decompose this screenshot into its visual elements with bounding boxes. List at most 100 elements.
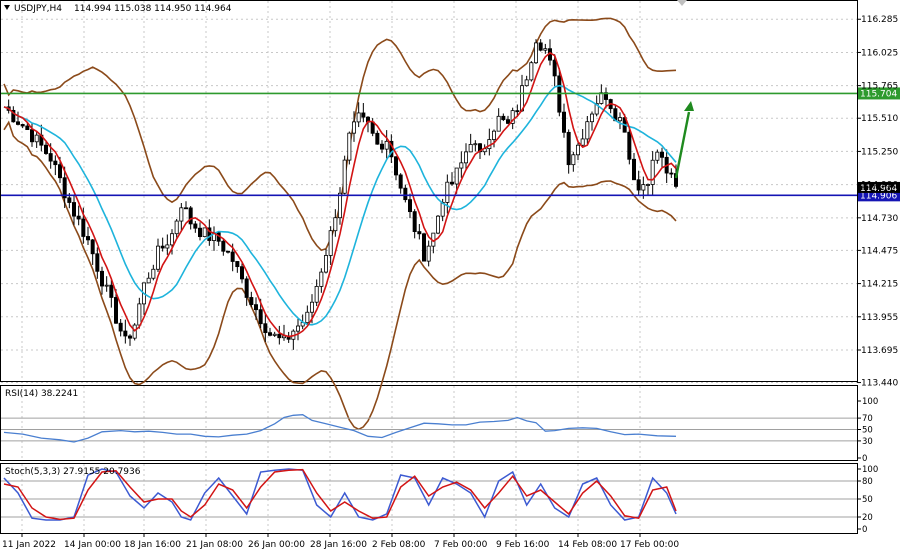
candle-body <box>29 129 34 143</box>
rsi-tick-label: 70 <box>862 414 873 424</box>
candle-body <box>473 143 478 146</box>
rsi-tick-label: 50 <box>862 426 873 436</box>
price-tick-label: 113.440 <box>861 379 898 389</box>
candle-body <box>123 330 128 337</box>
candle-body <box>580 138 585 146</box>
candle-body <box>239 266 244 280</box>
price-tick-label: 115.510 <box>861 114 898 124</box>
candle-body <box>165 244 170 249</box>
candle-body <box>463 151 468 164</box>
candle-body <box>20 124 25 127</box>
candle-body <box>305 311 310 324</box>
price-tick-label: 114.475 <box>861 246 898 256</box>
candle-body <box>576 144 581 156</box>
price-tick-label: 115.765 <box>861 82 898 92</box>
rsi-tick-label: 30 <box>862 437 873 447</box>
price-level-label: 114.906 <box>860 191 897 201</box>
time-tick-label: 9 Feb 16:00 <box>496 540 550 550</box>
price-tick-label: 114.215 <box>861 280 898 290</box>
candle-body <box>114 297 119 324</box>
candle-body <box>552 59 557 77</box>
candle-body <box>351 121 356 134</box>
candle-body <box>267 332 272 336</box>
candle-body <box>571 154 576 166</box>
current-price-badge <box>858 181 900 193</box>
candle-body <box>323 255 328 273</box>
candle-body <box>669 172 674 175</box>
candle-body <box>594 103 599 115</box>
candle-body <box>244 278 249 298</box>
current-price-label: 114.964 <box>860 184 897 194</box>
stoch-signal-line <box>3 468 677 521</box>
time-tick-label: 28 Jan 16:00 <box>310 540 367 550</box>
candle-body <box>435 215 440 234</box>
candle-body <box>193 223 198 229</box>
candle-body <box>627 131 632 160</box>
candle-body <box>347 132 352 161</box>
candle-body <box>146 277 151 284</box>
candle-body <box>202 227 207 238</box>
stoch-tick-label: 100 <box>862 465 878 475</box>
candle-body <box>207 227 212 241</box>
candle-body <box>263 323 268 334</box>
candle-body <box>618 117 623 122</box>
price-level-label: 115.704 <box>860 89 897 99</box>
candle-body <box>253 304 258 311</box>
candle-body <box>137 303 142 326</box>
candles <box>6 39 679 350</box>
candle-body <box>53 160 58 166</box>
rsi-tick-label: 100 <box>862 397 878 407</box>
candle-body <box>337 192 342 219</box>
axis-labels: 116.285 116.025 115.765 115.510 115.250 114.9… <box>2 15 898 550</box>
collapse-triangle-icon[interactable] <box>4 5 10 10</box>
candle-body <box>449 181 454 185</box>
time-tick-label: 18 Jan 16:00 <box>124 540 181 550</box>
price-tick-label: 115.250 <box>861 147 898 157</box>
candle-body <box>445 181 450 203</box>
candle-body <box>599 92 604 104</box>
candle-body <box>169 233 174 246</box>
candle-body <box>356 112 361 123</box>
ma-fast-line <box>3 51 677 338</box>
candle-body <box>328 230 333 256</box>
shift-marker-icon[interactable] <box>677 0 687 6</box>
candle-body <box>534 42 539 64</box>
candle-body <box>468 143 473 153</box>
time-tick-label: 26 Jan 00:00 <box>248 540 305 550</box>
candle-body <box>384 140 389 150</box>
stoch-tick-label: 0 <box>862 525 867 535</box>
candle-body <box>646 184 651 186</box>
candle-body <box>585 121 590 140</box>
candle-body <box>15 121 20 125</box>
candle-body <box>319 271 324 287</box>
candle-body <box>655 151 660 161</box>
candle-body <box>34 134 39 143</box>
candle-body <box>127 335 132 339</box>
candle-body <box>501 115 506 121</box>
candle-body <box>379 143 384 150</box>
bollinger-lower <box>3 120 677 431</box>
time-tick-label: 21 Jan 08:00 <box>186 540 243 550</box>
candle-body <box>179 207 184 222</box>
candle-body <box>272 333 277 336</box>
candle-body <box>277 333 282 339</box>
candle-body <box>235 261 240 268</box>
stoch-tick-label: 20 <box>862 513 873 523</box>
candle-body <box>309 301 314 313</box>
time-tick-label: 11 Jan 2022 <box>2 540 56 550</box>
rsi-line <box>3 414 677 443</box>
candle-body <box>393 156 398 176</box>
candle-body <box>421 233 426 262</box>
candle-body <box>48 153 53 162</box>
candle-body <box>590 113 595 123</box>
candle-body <box>641 184 646 191</box>
price-tick-label: 116.025 <box>861 48 898 58</box>
candle-body <box>342 159 347 194</box>
candle-body <box>104 284 109 287</box>
candle-body <box>221 240 226 252</box>
candle-body <box>459 162 464 169</box>
candle-body <box>109 284 114 298</box>
chart-ohlc-values: 114.994 115.038 114.950 114.964 <box>74 4 232 14</box>
